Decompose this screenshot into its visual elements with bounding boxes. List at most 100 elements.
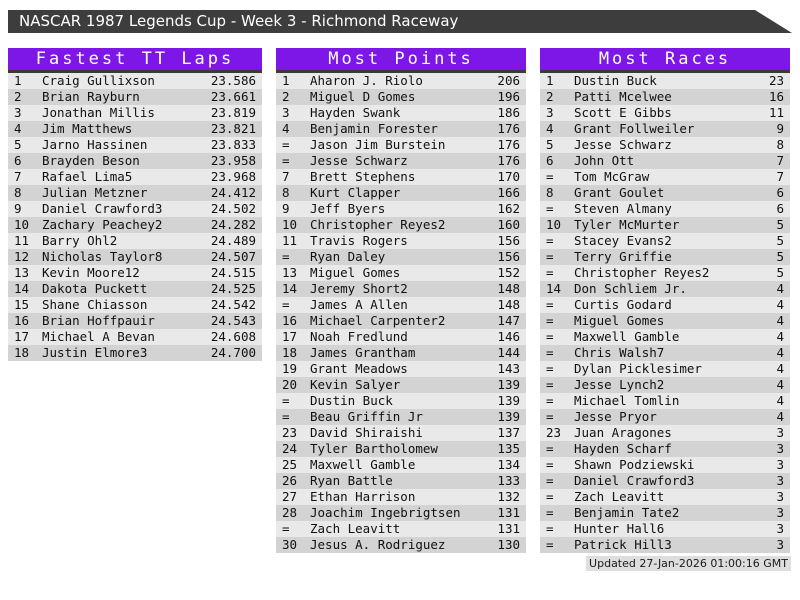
table-row: = Jesse Lynch2 4 — [540, 377, 790, 393]
table-row: 18 Justin Elmore3 24.700 — [8, 345, 262, 361]
name-cell: Kevin Moore12 — [42, 265, 140, 280]
name-cell: Jim Matthews — [42, 121, 133, 136]
rank-cell: = — [546, 377, 554, 392]
name-cell: Julian Metzner — [42, 185, 148, 200]
table-row: 4 Benjamin Forester 176 — [276, 121, 526, 137]
table-row: 9 Daniel Crawford3 24.502 — [8, 201, 262, 217]
table-row: 1 Aharon J. Riolo 206 — [276, 73, 526, 89]
value-cell: 156 — [497, 249, 520, 264]
name-cell: Miguel Gomes — [574, 313, 665, 328]
name-cell: Barry Ohl2 — [42, 233, 118, 248]
name-cell: Brayden Beson — [42, 153, 140, 168]
value-cell: 23.586 — [210, 73, 256, 88]
value-cell: 24.502 — [210, 201, 256, 216]
name-cell: Hunter Hall6 — [574, 521, 665, 536]
rank-cell: = — [546, 489, 554, 504]
value-cell: 7 — [776, 153, 784, 168]
rank-cell: 8 — [282, 185, 290, 200]
table-row: 3 Jonathan Millis 23.819 — [8, 105, 262, 121]
value-cell: 186 — [497, 105, 520, 120]
table-row: 6 John Ott 7 — [540, 153, 790, 169]
rank-cell: = — [282, 409, 290, 424]
rank-cell: = — [546, 265, 554, 280]
value-cell: 24.543 — [210, 313, 256, 328]
rank-cell: = — [546, 537, 554, 552]
table-title: Fastest TT Laps — [8, 48, 262, 73]
table-row: = Daniel Crawford3 3 — [540, 473, 790, 489]
value-cell: 176 — [497, 121, 520, 136]
name-cell: Jesse Schwarz — [310, 153, 408, 168]
name-cell: Miguel D Gomes — [310, 89, 416, 104]
value-cell: 152 — [497, 265, 520, 280]
rank-cell: 17 — [282, 329, 298, 344]
table-row: 8 Grant Goulet 6 — [540, 185, 790, 201]
rank-cell: = — [546, 169, 554, 184]
name-cell: Tyler McMurter — [574, 217, 680, 232]
table-row: 8 Julian Metzner 24.412 — [8, 185, 262, 201]
rank-cell: 4 — [546, 121, 554, 136]
table-row: 27 Ethan Harrison 132 — [276, 489, 526, 505]
rank-cell: 4 — [282, 121, 290, 136]
value-cell: 23 — [768, 73, 784, 88]
value-cell: 3 — [776, 489, 784, 504]
name-cell: Brian Rayburn — [42, 89, 140, 104]
value-cell: 5 — [776, 249, 784, 264]
table-row: = Steven Almany 6 — [540, 201, 790, 217]
rank-cell: 17 — [14, 329, 30, 344]
table-most-races: Most Races 1 Dustin Buck 23 2 Patti Mcelwee 1… — [540, 48, 790, 553]
name-cell: Christopher Reyes2 — [574, 265, 710, 280]
value-cell: 23.821 — [210, 121, 256, 136]
rank-cell: 1 — [14, 73, 22, 88]
table-row: = Hunter Hall6 3 — [540, 521, 790, 537]
table-row: = Jason Jim Burstein 176 — [276, 137, 526, 153]
value-cell: 3 — [776, 457, 784, 472]
value-cell: 24.700 — [210, 345, 256, 360]
table-row: 3 Hayden Swank 186 — [276, 105, 526, 121]
value-cell: 23.968 — [210, 169, 256, 184]
table-row: = Jesse Pryor 4 — [540, 409, 790, 425]
rank-cell: 2 — [546, 89, 554, 104]
name-cell: Steven Almany — [574, 201, 672, 216]
value-cell: 3 — [776, 521, 784, 536]
table-row: 23 David Shiraishi 137 — [276, 425, 526, 441]
name-cell: Kevin Salyer — [310, 377, 401, 392]
table-row: = Curtis Godard 4 — [540, 297, 790, 313]
name-cell: Benjamin Tate2 — [574, 505, 680, 520]
rank-cell: 23 — [282, 425, 298, 440]
name-cell: Zach Leavitt — [574, 489, 665, 504]
table-row: 23 Juan Aragones 3 — [540, 425, 790, 441]
rank-cell: 16 — [14, 313, 30, 328]
table-row: = Ryan Daley 156 — [276, 249, 526, 265]
table-row: 15 Shane Chiasson 24.542 — [8, 297, 262, 313]
value-cell: 11 — [768, 105, 784, 120]
name-cell: Zach Leavitt — [310, 521, 401, 536]
value-cell: 9 — [776, 121, 784, 136]
value-cell: 5 — [776, 265, 784, 280]
table-row: 24 Tyler Bartholomew 135 — [276, 441, 526, 457]
value-cell: 4 — [776, 281, 784, 296]
rank-cell: 6 — [14, 153, 22, 168]
table-row: 6 Brayden Beson 23.958 — [8, 153, 262, 169]
rank-cell: 30 — [282, 537, 298, 552]
rank-cell: 4 — [14, 121, 22, 136]
name-cell: Jesse Schwarz — [574, 137, 672, 152]
value-cell: 135 — [497, 441, 520, 456]
table-row: 16 Brian Hoffpauir 24.543 — [8, 313, 262, 329]
value-cell: 4 — [776, 377, 784, 392]
table-row: 14 Dakota Puckett 24.525 — [8, 281, 262, 297]
name-cell: Craig Gullixson — [42, 73, 155, 88]
table-row: = Michael Tomlin 4 — [540, 393, 790, 409]
table-row: = Christopher Reyes2 5 — [540, 265, 790, 281]
value-cell: 148 — [497, 297, 520, 312]
table-body: 1 Dustin Buck 23 2 Patti Mcelwee 16 3 Scott E G… — [540, 73, 790, 553]
value-cell: 3 — [776, 473, 784, 488]
value-cell: 148 — [497, 281, 520, 296]
table-most-points: Most Points 1 Aharon J. Riolo 206 2 Miguel D… — [276, 48, 526, 553]
name-cell: Rafael Lima5 — [42, 169, 133, 184]
name-cell: Tyler Bartholomew — [310, 441, 438, 456]
value-cell: 4 — [776, 361, 784, 376]
table-row: 11 Travis Rogers 156 — [276, 233, 526, 249]
name-cell: Kurt Clapper — [310, 185, 401, 200]
value-cell: 5 — [776, 217, 784, 232]
rank-cell: 27 — [282, 489, 298, 504]
